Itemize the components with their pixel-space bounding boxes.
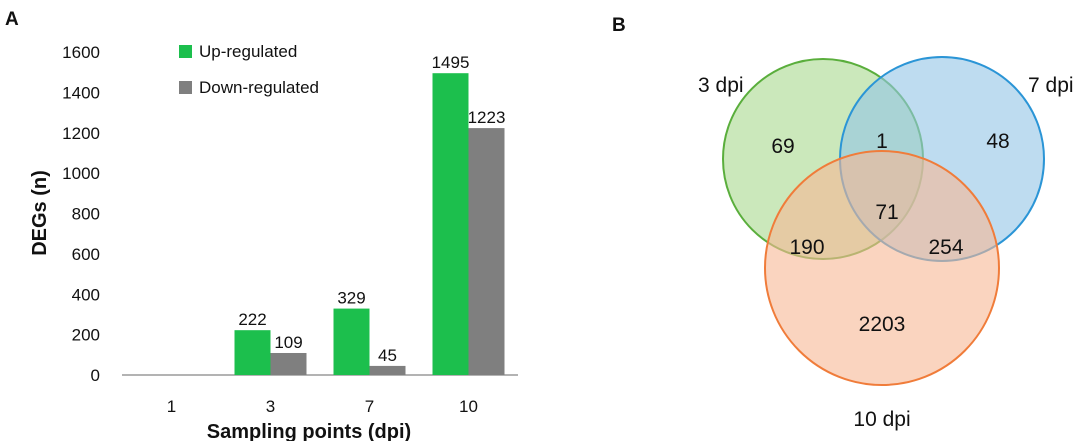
bar-down	[468, 128, 505, 375]
bar-up	[333, 308, 370, 375]
data-label: 222	[238, 310, 266, 329]
bar-down	[270, 352, 307, 375]
data-label: 109	[274, 333, 302, 352]
venn-region-7-10: 254	[928, 236, 963, 259]
venn-set-label-10dpi: 10 dpi	[853, 408, 910, 431]
x-tick-label: 7	[365, 397, 374, 416]
data-label: 329	[337, 289, 365, 308]
venn-region-3-7: 1	[876, 130, 888, 153]
venn-region-all: 71	[875, 201, 898, 224]
bar-up	[234, 330, 271, 375]
venn-set-label-7dpi: 7 dpi	[1028, 74, 1073, 97]
venn-region-only-7: 48	[986, 130, 1009, 153]
venn-region-only-10: 2203	[859, 313, 906, 336]
bar-up	[432, 73, 469, 376]
data-label: 1223	[468, 108, 506, 127]
x-tick-label: 1	[167, 397, 176, 416]
legend-swatch	[179, 45, 192, 58]
data-label: 45	[378, 346, 397, 365]
y-tick-label: 400	[72, 285, 100, 304]
venn-region-only-3: 69	[771, 135, 794, 158]
y-axis-title: DEGs (n)	[29, 170, 51, 256]
x-tick-label: 3	[266, 397, 275, 416]
y-tick-label: 800	[72, 205, 100, 224]
data-label: 1495	[432, 53, 470, 72]
y-tick-label: 1600	[62, 43, 100, 62]
y-tick-label: 1400	[62, 83, 100, 102]
legend-label: Up-regulated	[199, 42, 297, 61]
bar-chart: 0 200 400 600 800 1000 1200 1400 1600 1 3 222 109 7 32…	[29, 42, 518, 441]
venn-circle-10dpi	[764, 150, 1000, 386]
legend-swatch	[179, 81, 192, 94]
panel-a-label: A	[5, 9, 19, 30]
venn-diagram: 3 dpi 7 dpi 10 dpi 69 48 2203 1 190 254 …	[698, 56, 1073, 431]
x-tick-label: 10	[459, 397, 478, 416]
y-tick-label: 200	[72, 326, 100, 345]
bar-down	[369, 365, 406, 375]
y-tick-label: 0	[91, 366, 100, 385]
venn-region-3-10: 190	[789, 236, 824, 259]
y-tick-label: 600	[72, 245, 100, 264]
x-axis-title: Sampling points (dpi)	[207, 421, 411, 441]
panel-b-label: B	[612, 15, 626, 36]
y-tick-label: 1200	[62, 124, 100, 143]
venn-set-label-3dpi: 3 dpi	[698, 74, 744, 97]
legend-label: Down-regulated	[199, 78, 319, 97]
y-tick-label: 1000	[62, 164, 100, 183]
